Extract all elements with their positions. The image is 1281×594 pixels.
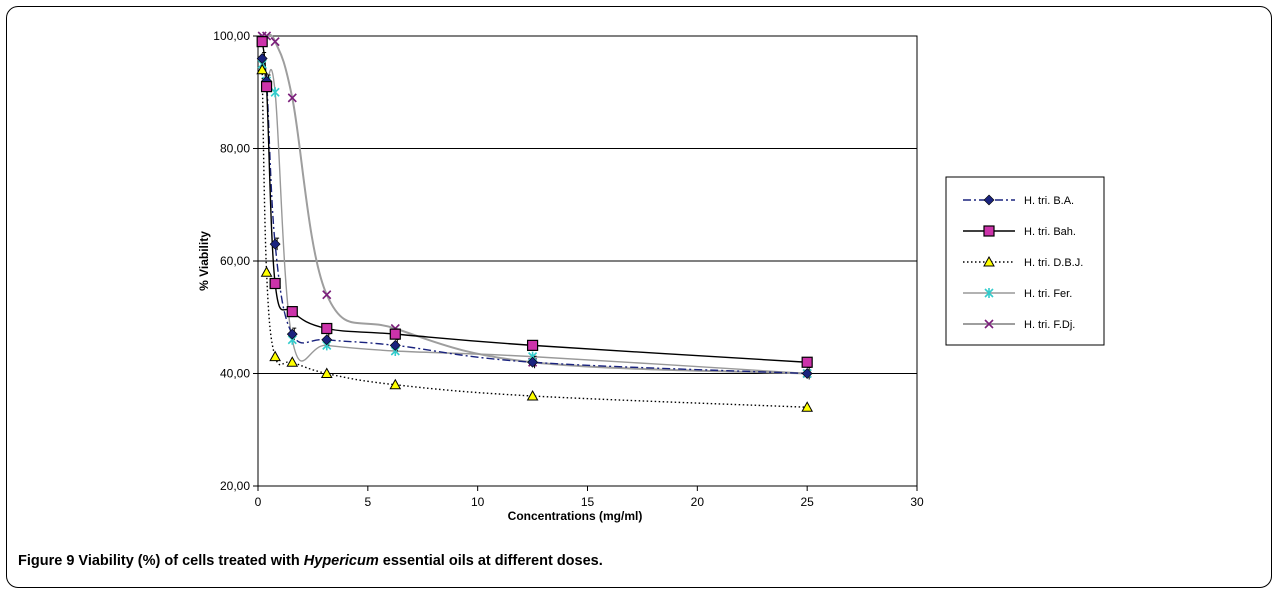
axes-layer: 20,00 40,00 60,00 80,00 100,00 0 5 10 15 20 25 30	[213, 29, 924, 509]
data-point	[527, 356, 539, 368]
y-tick-label: 100,00	[213, 29, 250, 43]
y-tick-label: 20,00	[220, 479, 250, 493]
data-point	[389, 328, 401, 340]
legend-label: H. tri. B.A.	[1024, 195, 1074, 207]
data-point	[801, 356, 813, 368]
series-line	[261, 63, 808, 375]
caption-label: Figure 9	[18, 553, 75, 569]
data-point	[286, 306, 298, 318]
data-point	[269, 350, 281, 362]
series-line	[261, 57, 808, 375]
series-line	[261, 69, 808, 408]
data-point	[256, 63, 269, 75]
data-point	[321, 322, 333, 335]
legend-label: H. tri. Bah.	[1024, 226, 1076, 238]
data-point	[260, 81, 273, 93]
x-tick-label: 15	[581, 495, 595, 509]
data-point	[322, 290, 332, 300]
data-point	[320, 367, 333, 378]
data-point	[286, 356, 299, 367]
x-tick-label: 30	[910, 495, 924, 509]
x-tick-label: 25	[800, 495, 814, 509]
series-line	[261, 41, 808, 363]
caption-text-italic: Hypericum	[303, 553, 379, 569]
legend: H. tri. B.A. H. tri. Bah. H. tri. D.B.J. H.…	[945, 176, 1105, 346]
caption-text-after: essential oils at different doses.	[378, 553, 603, 569]
y-tick-label: 80,00	[220, 142, 250, 156]
figure-caption: Figure 9 Viability (%) of cells treated …	[18, 553, 603, 569]
legend-label: H. tri. D.B.J.	[1024, 257, 1083, 269]
data-point	[389, 339, 401, 351]
data-point	[321, 334, 333, 346]
data-point	[526, 389, 539, 401]
legend-marker	[984, 288, 994, 298]
data-point	[256, 36, 268, 48]
data-point	[269, 238, 281, 250]
data-point	[260, 266, 273, 277]
legend-label: H. tri. F.Dj.	[1024, 319, 1075, 331]
data-point	[270, 37, 280, 47]
data-point	[270, 87, 280, 98]
data-point	[287, 93, 297, 103]
data-point	[389, 378, 402, 390]
marker-layer	[256, 31, 814, 412]
x-tick-label: 20	[691, 495, 705, 509]
legend-marker	[983, 225, 995, 237]
data-point	[801, 401, 814, 412]
grid-layer	[258, 148, 917, 374]
legend-marker	[983, 255, 995, 267]
figure-frame	[6, 6, 1272, 588]
x-tick-label: 10	[471, 495, 485, 509]
legend-label: H. tri. Fer.	[1024, 288, 1072, 300]
data-point	[526, 339, 539, 351]
x-tick-label: 5	[364, 495, 371, 509]
data-point	[269, 277, 281, 290]
y-tick-label: 60,00	[220, 254, 250, 268]
series-layer	[261, 34, 812, 408]
data-point	[256, 53, 268, 64]
legend-marker	[983, 194, 995, 206]
y-tick-label: 40,00	[220, 367, 250, 381]
series-line	[262, 34, 808, 375]
legend-marker	[984, 319, 994, 329]
x-axis-label: Concentrations (mg/ml)	[508, 509, 643, 523]
y-axis-label: % Viability	[197, 231, 211, 291]
x-tick-label: 0	[255, 495, 262, 509]
data-point	[801, 368, 813, 379]
caption-text-before: Viability (%) of cells treated with	[74, 553, 304, 569]
data-point	[286, 328, 298, 340]
legend-box	[945, 176, 1105, 346]
